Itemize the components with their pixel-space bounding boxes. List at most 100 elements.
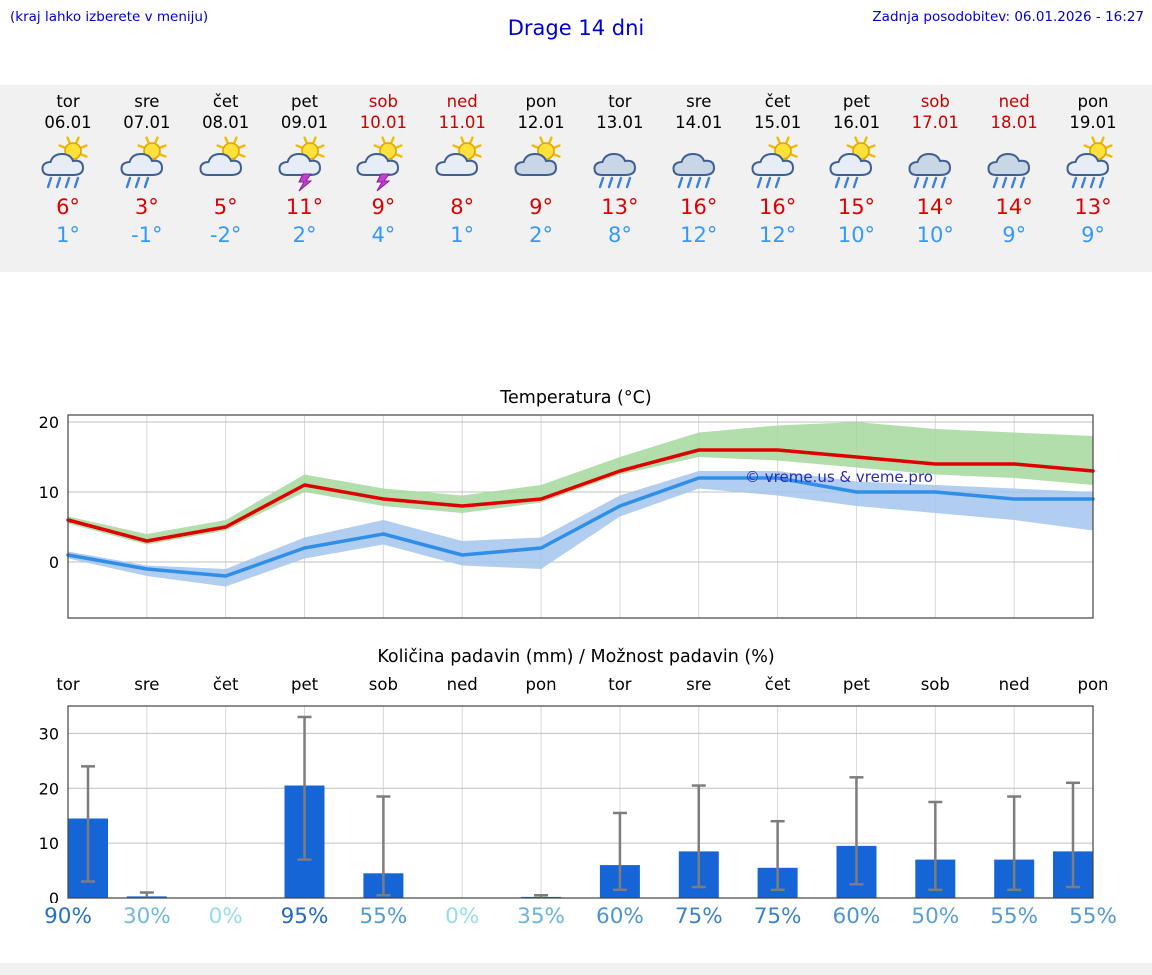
day-date: 10.01 — [359, 113, 407, 132]
forecast-day-column[interactable]: pon 12.01 9° 2° — [502, 91, 580, 248]
svg-text:30: 30 — [39, 724, 59, 743]
day-date: 06.01 — [44, 113, 92, 132]
day-date: 15.01 — [753, 113, 802, 132]
precip-day-label: ned — [446, 675, 478, 694]
forecast-day-column[interactable]: ned 18.01 14° 9° — [975, 91, 1053, 248]
temperature-chart: 0 10 20 © vreme.us & vreme.pro — [39, 413, 1095, 619]
high-temp: 14° — [995, 195, 1033, 219]
forecast-day-column[interactable]: sre 14.01 16° 12° — [660, 91, 738, 248]
forecast-day-column[interactable]: tor 06.01 6° 1° — [29, 91, 107, 248]
precip-probability: 75% — [674, 904, 723, 929]
precip-day-label: tor — [608, 675, 632, 694]
svg-text:© vreme.us & vreme.pro: © vreme.us & vreme.pro — [745, 468, 933, 486]
day-name: tor — [56, 92, 80, 111]
precip-probability: 90% — [44, 904, 92, 929]
weather-icon — [817, 136, 895, 193]
precipitation-chart: 0 10 20 30 — [39, 705, 1094, 903]
high-temp: 16° — [758, 195, 797, 219]
day-name: ned — [446, 92, 478, 111]
weather-icon — [108, 136, 186, 193]
weather-icon — [739, 136, 817, 193]
temperature-chart-title: Temperatura (°C) — [500, 388, 652, 408]
forecast-day-column[interactable]: sob 17.01 14° 10° — [896, 91, 974, 248]
menu-hint-note: (kraj lahko izberete v meniju) — [10, 9, 209, 25]
low-temp: 2° — [292, 223, 317, 247]
day-date: 17.01 — [911, 113, 959, 132]
high-temp: 5° — [213, 195, 238, 219]
precip-day-label: pon — [1077, 675, 1109, 694]
precip-probability: 55% — [990, 904, 1039, 929]
forecast-day-column[interactable]: čet 08.01 5° -2° — [187, 91, 265, 248]
precip-day-label: pon — [525, 675, 557, 694]
low-temp: 2° — [529, 223, 553, 247]
forecast-day-column[interactable]: pet 09.01 11° 2° — [266, 91, 344, 248]
precip-day-label: ned — [998, 675, 1030, 694]
forecast-strip: tor 06.01 6° 1° sre 07.01 3° -1° čet 08.01 5° -2° pe… — [0, 85, 1152, 272]
weather-icon — [581, 136, 659, 193]
footer-strip — [0, 963, 1152, 975]
low-temp: 9° — [1002, 223, 1027, 247]
day-date: 12.01 — [517, 113, 565, 132]
precip-day-label: sob — [368, 675, 398, 694]
day-name: pon — [525, 92, 557, 111]
day-date: 18.01 — [990, 113, 1038, 132]
precip-probability: 55% — [359, 904, 408, 929]
precip-day-label: čet — [764, 675, 791, 694]
forecast-day-column[interactable]: sob 10.01 9° 4° — [344, 91, 422, 248]
high-temp: 11° — [285, 195, 324, 219]
high-temp: 9° — [529, 195, 553, 219]
high-temp: 3° — [134, 195, 159, 219]
low-temp: 9° — [1081, 223, 1105, 247]
precip-probability: 35% — [517, 904, 565, 929]
day-date: 13.01 — [596, 113, 644, 132]
forecast-day-column[interactable]: čet 15.01 16° 12° — [739, 91, 817, 248]
forecast-day-column[interactable]: ned 11.01 8° 1° — [423, 91, 501, 248]
day-name: čet — [212, 92, 239, 111]
precip-day-label: pet — [290, 675, 319, 694]
day-date: 08.01 — [202, 113, 250, 132]
precip-day-label: sre — [686, 675, 712, 694]
precipitation-day-label-row: tor sre čet pet sob ned pon tor sre čet pet sob ned p… — [0, 675, 1152, 697]
svg-text:10: 10 — [39, 834, 59, 853]
high-temp: 14° — [916, 195, 954, 219]
day-date: 14.01 — [675, 113, 723, 132]
low-temp: 12° — [680, 223, 718, 247]
weather-icon — [423, 136, 501, 193]
forecast-day-column[interactable]: sre 07.01 3° -1° — [108, 91, 186, 248]
forecast-day-column[interactable]: tor 13.01 13° 8° — [581, 91, 659, 248]
day-name: tor — [608, 92, 632, 111]
precip-probability: 60% — [832, 904, 881, 929]
weather-icon — [266, 136, 344, 193]
last-updated: Zadnja posodobitev: 06.01.2026 - 16:27 — [872, 9, 1144, 25]
day-date: 09.01 — [280, 113, 329, 132]
high-temp: 8° — [450, 195, 475, 219]
precip-probability: 75% — [753, 904, 802, 929]
forecast-day-column[interactable]: pet 16.01 15° 10° — [817, 91, 895, 248]
precip-probability: 0% — [208, 904, 243, 929]
precip-probability: 95% — [280, 904, 329, 929]
weather-icon — [344, 136, 422, 193]
weather-icon — [975, 136, 1053, 193]
weather-icon — [660, 136, 738, 193]
precip-probability: 50% — [911, 904, 960, 929]
weather-icon — [187, 136, 265, 193]
high-temp: 9° — [371, 195, 396, 219]
day-name: pet — [290, 92, 319, 111]
precip-probability: 60% — [596, 904, 644, 929]
low-temp: -1° — [131, 223, 163, 247]
day-name: pon — [1077, 92, 1109, 111]
weather-icon — [502, 136, 580, 193]
low-temp: 1° — [450, 223, 475, 247]
precipitation-probability-row: 90% 30% 0% 95% 55% 0% 35% 60% 75% 75% 60% 50% 55% 55% — [0, 904, 1152, 934]
precip-day-label: pet — [842, 675, 870, 694]
low-temp: -2° — [209, 223, 242, 247]
precip-day-label: sre — [134, 675, 160, 694]
day-name: čet — [764, 92, 791, 111]
day-date: 16.01 — [832, 113, 881, 132]
day-name: ned — [998, 92, 1030, 111]
forecast-day-column[interactable]: pon 19.01 13° 9° — [1054, 91, 1132, 248]
precip-probability: 55% — [1069, 904, 1117, 929]
day-date: 19.01 — [1069, 113, 1117, 132]
svg-text:20: 20 — [39, 413, 59, 432]
